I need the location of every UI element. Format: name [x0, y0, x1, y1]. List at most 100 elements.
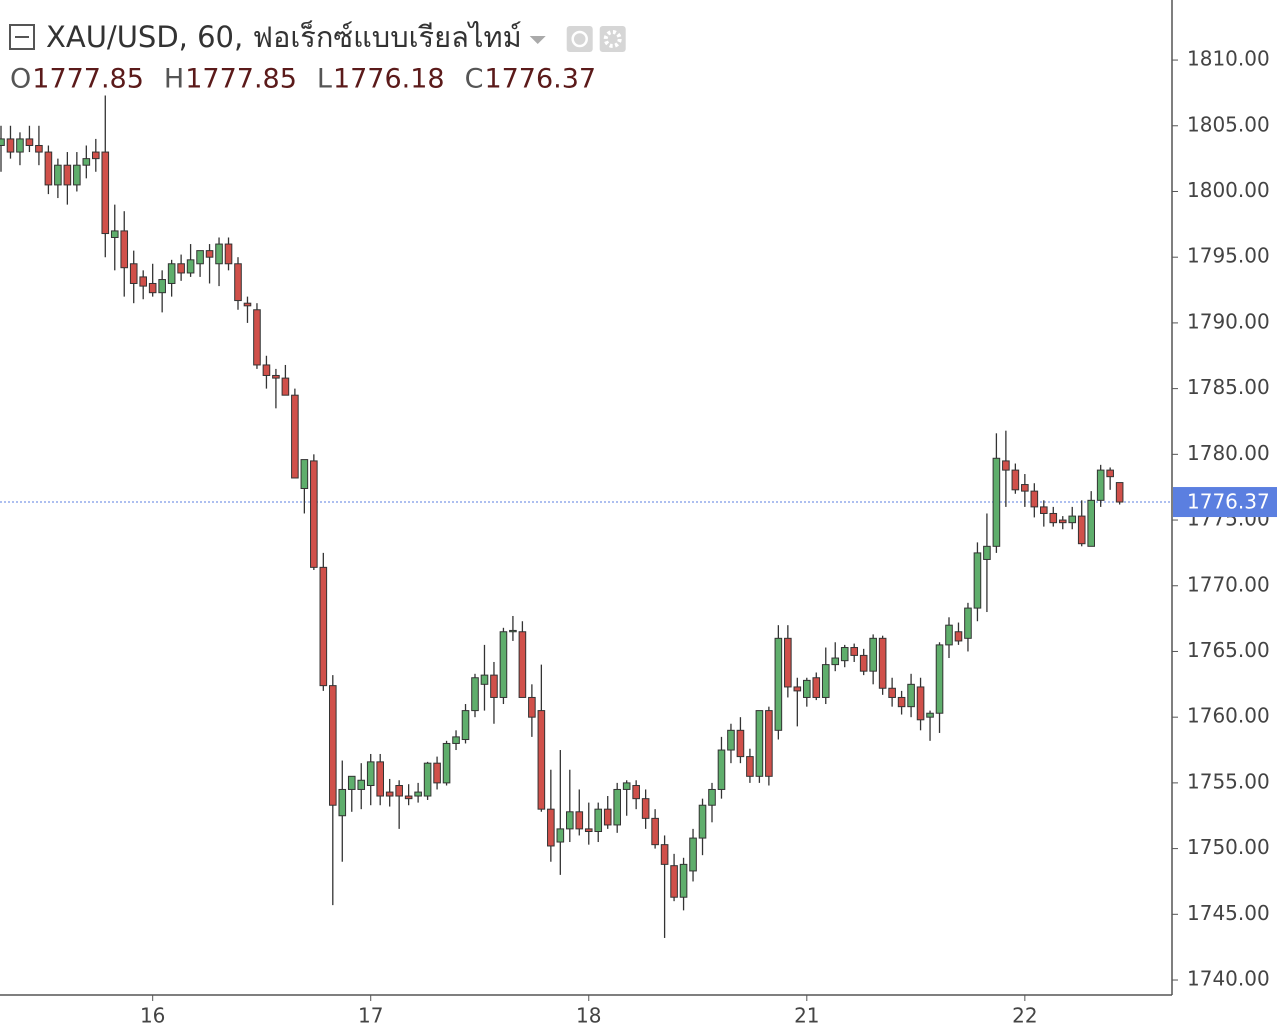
candle-body [907, 683, 915, 708]
ohlc-value: 1776.37 [484, 64, 596, 95]
candle-body [878, 637, 887, 689]
candle-body [594, 808, 603, 833]
candle-body [926, 712, 934, 718]
candle-body [1002, 460, 1010, 471]
settings-button[interactable] [599, 26, 626, 52]
candle-body [414, 791, 422, 797]
x-tick-label: 22 [1012, 1004, 1037, 1028]
candle-body [272, 374, 280, 379]
candle-body [1030, 490, 1039, 508]
candle-body [897, 696, 906, 708]
candle-body [433, 762, 441, 784]
y-tick-label: 1785.00 [1187, 375, 1270, 399]
candle-body [461, 710, 470, 741]
x-tick-label: 17 [358, 1004, 383, 1028]
candle-body [869, 637, 877, 672]
candle-body [992, 457, 1001, 547]
candle-body [490, 674, 498, 698]
candle-body [793, 686, 802, 692]
candle-body [632, 785, 640, 800]
y-tick-label: 1765.00 [1187, 638, 1270, 662]
candle-body [755, 710, 764, 777]
eye-button[interactable] [566, 26, 593, 52]
y-tick-label: 1800.00 [1187, 178, 1270, 202]
candle-body [404, 795, 413, 800]
y-tick-label: 1805.00 [1187, 112, 1270, 136]
candle-body [25, 138, 34, 146]
gear-icon [603, 30, 622, 48]
candle-body [850, 647, 859, 656]
candle-body [54, 164, 62, 186]
candle-body [6, 138, 15, 153]
candle-body [831, 657, 840, 666]
candle-body [670, 865, 678, 898]
ohlc-value: 1777.85 [32, 64, 144, 95]
candle-body [376, 761, 384, 797]
candle-body [1040, 506, 1048, 514]
candle-body [727, 729, 735, 751]
candle-body [528, 696, 536, 718]
candle-body [603, 808, 612, 826]
y-tick-label: 1750.00 [1187, 835, 1270, 859]
y-tick-label: 1740.00 [1187, 967, 1270, 991]
y-tick-label: 1745.00 [1187, 901, 1270, 925]
candle-body [395, 785, 403, 797]
candle-body [784, 637, 792, 688]
candle-body [708, 788, 716, 806]
candle-body [243, 302, 252, 307]
last-price-label: 1776.37 [1187, 490, 1270, 514]
y-tick-label: 1795.00 [1187, 244, 1270, 268]
x-tick-label: 18 [576, 1004, 601, 1028]
candle-body [935, 644, 944, 714]
candle-body [717, 749, 726, 790]
candle-body [584, 828, 593, 833]
candle-body [840, 647, 849, 662]
candle-body [129, 263, 138, 284]
ohlc-value: 1776.18 [333, 64, 445, 95]
candle-body [641, 798, 650, 819]
candle-body [158, 279, 166, 294]
candle-body [338, 788, 347, 817]
candle-body [916, 686, 925, 721]
candle-body [262, 364, 271, 376]
candle-body [224, 243, 233, 265]
candle-body [1115, 482, 1124, 503]
ohlc-key: O [10, 64, 31, 95]
y-tick-label: 1760.00 [1187, 704, 1270, 728]
candle-body [471, 677, 479, 712]
candle-body [366, 761, 375, 787]
candle-body [120, 230, 129, 269]
y-tick-label: 1810.00 [1187, 47, 1270, 71]
candle-body [1077, 515, 1086, 545]
candle-body [73, 164, 81, 186]
collapse-icon[interactable] [9, 24, 35, 50]
candle-body [357, 779, 366, 790]
candle-body [964, 607, 972, 639]
candle-body [499, 631, 508, 698]
dropdown-arrow[interactable] [529, 36, 546, 44]
candle-body [167, 263, 176, 284]
candle-body [547, 808, 555, 847]
candle-body [983, 545, 991, 560]
candle-body [954, 631, 963, 642]
candle-body [660, 844, 669, 865]
candle-body [888, 687, 896, 698]
y-tick-label: 1780.00 [1187, 441, 1270, 465]
candle-body [196, 250, 204, 265]
candle-body [148, 282, 157, 294]
candle-body [63, 164, 72, 186]
ohlc-key: H [164, 64, 184, 95]
candle-body [945, 624, 953, 646]
candle-body [859, 654, 868, 672]
candle-body [329, 685, 337, 806]
y-tick-label: 1755.00 [1187, 769, 1270, 793]
candle-body [186, 259, 195, 274]
candle-body [1021, 484, 1029, 492]
candle-body [1096, 469, 1105, 501]
candle-body [679, 863, 688, 898]
y-tick-label: 1790.00 [1187, 309, 1270, 333]
candle-body [480, 674, 489, 685]
candle-body [509, 629, 517, 633]
